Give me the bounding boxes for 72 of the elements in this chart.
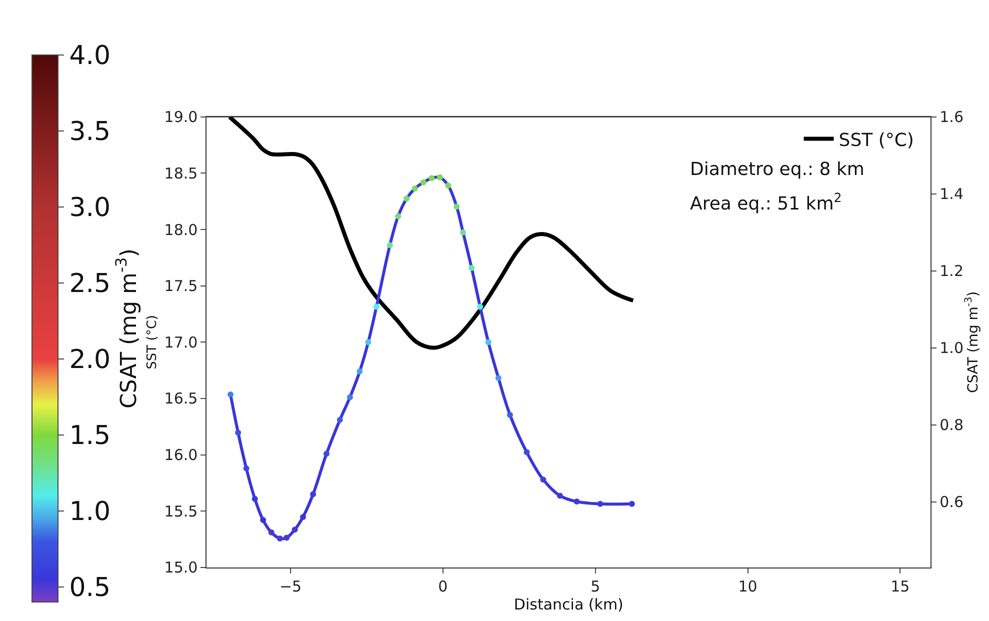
point — [477, 304, 484, 310]
y2-tick-label: 0.8 — [940, 416, 964, 434]
point — [386, 242, 393, 248]
y2-tick-label: 0.6 — [940, 493, 964, 512]
y-tick-label: 19.0 — [164, 108, 198, 126]
point — [524, 449, 530, 456]
point — [323, 450, 330, 457]
y2-tick-label: 1.6 — [940, 108, 964, 126]
color-bar-label: 2.0 — [69, 344, 111, 375]
x-tick-label: −5 — [279, 577, 302, 596]
point — [227, 392, 234, 398]
point — [485, 339, 492, 346]
point — [436, 174, 443, 180]
y2-tick-label: 1.2 — [940, 262, 964, 280]
y-tick-label: 15.0 — [164, 558, 198, 577]
y-tick-label: 18.0 — [164, 220, 198, 239]
point — [420, 179, 426, 186]
y-tick-label: 17.0 — [164, 333, 198, 352]
y-tick-label: 16.5 — [164, 390, 198, 408]
point — [292, 526, 298, 533]
point — [395, 213, 402, 220]
point — [454, 204, 460, 210]
color-bar-label: 1.5 — [69, 420, 111, 451]
point — [445, 182, 452, 188]
color-bar-label: 2.5 — [69, 269, 111, 300]
point — [276, 536, 283, 542]
x-axis-title: Distancia (km) — [514, 595, 624, 614]
x-tick-label: 5 — [590, 577, 600, 596]
color-bar-label: 1.0 — [69, 496, 111, 527]
point — [310, 491, 316, 498]
y-tick-label: 18.5 — [164, 164, 198, 182]
color-bar-label: 3.5 — [69, 117, 111, 148]
point — [468, 264, 475, 271]
point — [346, 394, 353, 400]
color-bar-label: 0.5 — [69, 572, 111, 603]
point — [507, 412, 513, 418]
x-tick-label: 10 — [738, 577, 758, 596]
point — [597, 500, 604, 507]
y-axis-title: SST (°C) — [145, 315, 160, 370]
point — [428, 175, 435, 182]
point — [300, 514, 306, 520]
point — [260, 517, 266, 524]
point — [574, 498, 580, 505]
y-tick-label: 15.5 — [164, 502, 198, 520]
point — [284, 534, 290, 541]
y-tick-label: 16.0 — [164, 446, 198, 464]
y-tick-label: 17.5 — [164, 277, 198, 296]
point — [404, 196, 410, 202]
y2-tick-label: 1.4 — [940, 185, 964, 204]
legend-label: SST (°C) — [838, 130, 914, 151]
point — [628, 500, 635, 507]
annotation: Diametro eq.: 8 km — [690, 159, 864, 180]
color-bar-label: 4.0 — [69, 41, 111, 72]
point — [243, 465, 250, 472]
point — [460, 229, 466, 236]
point — [556, 492, 563, 499]
point — [412, 186, 418, 192]
point — [365, 339, 372, 346]
point — [235, 430, 242, 436]
y2-tick-label: 1.0 — [940, 339, 964, 358]
annotation: Area eq.: 51 km$^{2}$ — [690, 190, 842, 215]
x-tick-label: 15 — [890, 577, 910, 596]
point — [336, 416, 343, 423]
point — [252, 496, 258, 502]
x-tick-label: 0 — [438, 577, 448, 596]
color-bar-label: 3.0 — [69, 193, 111, 224]
point — [540, 476, 546, 483]
point — [356, 368, 363, 374]
point — [373, 304, 380, 310]
point — [268, 529, 274, 536]
point — [495, 374, 502, 381]
line-series — [228, 116, 636, 350]
